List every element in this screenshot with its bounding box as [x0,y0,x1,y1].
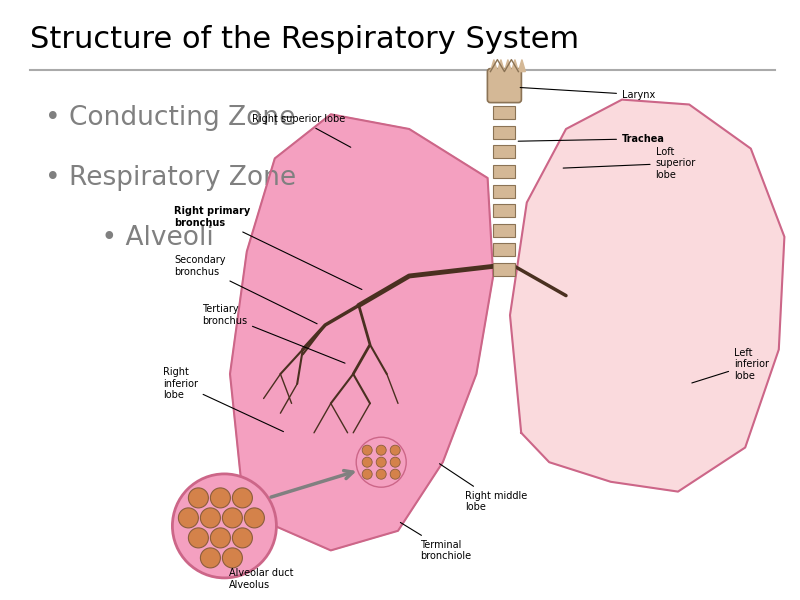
Circle shape [376,445,386,455]
Text: Left
inferior
lobe: Left inferior lobe [692,347,769,383]
Circle shape [362,469,372,479]
Circle shape [362,457,372,467]
Text: Alveolar duct: Alveolar duct [230,568,294,578]
Text: Structure of the Respiratory System: Structure of the Respiratory System [30,25,579,54]
Polygon shape [230,114,493,550]
Circle shape [200,548,221,568]
Polygon shape [510,100,784,491]
FancyBboxPatch shape [487,68,522,103]
Bar [494,165,515,178]
Circle shape [233,488,253,508]
Text: Right
inferior
lobe: Right inferior lobe [163,367,283,431]
Polygon shape [518,59,526,71]
Bar [494,126,515,139]
Text: • Respiratory Zone: • Respiratory Zone [45,165,296,191]
Text: Tertiary
bronchus: Tertiary bronchus [202,304,345,363]
Bar [494,204,515,217]
Circle shape [200,508,221,528]
Text: Right superior lobe: Right superior lobe [253,114,350,147]
Circle shape [376,469,386,479]
Circle shape [362,445,372,455]
Circle shape [189,528,208,548]
Circle shape [210,488,230,508]
Text: • Conducting Zone: • Conducting Zone [45,105,295,131]
Bar [494,185,515,197]
Text: • Alveoli: • Alveoli [68,225,214,251]
Text: Right primary
bronchus: Right primary bronchus [174,206,362,289]
Circle shape [173,474,277,578]
Circle shape [376,457,386,467]
Circle shape [233,528,253,548]
Text: Larynx: Larynx [520,88,655,100]
Text: Right middle
lobe: Right middle lobe [439,464,527,512]
Bar [494,145,515,158]
Circle shape [245,508,264,528]
Circle shape [210,528,230,548]
Polygon shape [504,59,511,71]
Circle shape [222,508,242,528]
Polygon shape [511,59,518,71]
Circle shape [390,445,400,455]
Polygon shape [498,59,504,71]
Text: Terminal
bronchiole: Terminal bronchiole [400,523,471,561]
Circle shape [390,457,400,467]
Text: Trachea: Trachea [518,134,665,144]
Bar [494,263,515,276]
Circle shape [189,488,208,508]
Bar [494,106,515,119]
Circle shape [390,469,400,479]
Polygon shape [490,59,498,71]
Text: Alveolus: Alveolus [230,580,270,590]
Text: Loft
superior
lobe: Loft superior lobe [563,146,696,180]
Bar [494,244,515,256]
Circle shape [356,437,406,487]
Bar [494,224,515,237]
Circle shape [222,548,242,568]
Circle shape [178,508,198,528]
Text: Secondary
bronchus: Secondary bronchus [174,256,317,324]
